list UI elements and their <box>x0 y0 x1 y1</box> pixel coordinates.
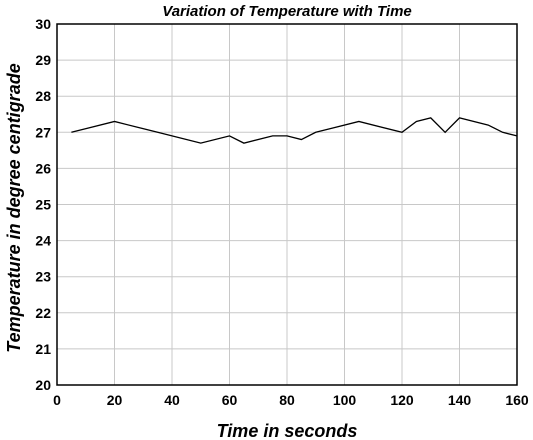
x-tick-label: 20 <box>107 392 123 408</box>
temperature-series-line <box>71 117 518 144</box>
x-tick-label: 120 <box>390 392 414 408</box>
x-tick-label: 80 <box>279 392 295 408</box>
chart-title: Variation of Temperature with Time <box>162 3 412 20</box>
y-tick-label: 28 <box>35 88 51 104</box>
y-tick-labels: 20 21 22 23 24 25 26 27 28 29 30 <box>35 16 51 393</box>
y-tick-label: 20 <box>35 377 51 393</box>
y-axis-label: Temperature in degree centigrade <box>4 63 24 352</box>
x-tick-label: 140 <box>448 392 472 408</box>
series-group <box>71 117 518 144</box>
x-axis-label: Time in seconds <box>217 421 358 440</box>
x-tick-label: 60 <box>222 392 238 408</box>
x-tick-label: 40 <box>164 392 180 408</box>
y-tick-label: 25 <box>35 197 51 213</box>
y-tick-label: 29 <box>35 52 51 68</box>
x-tick-label: 100 <box>333 392 357 408</box>
y-tick-label: 30 <box>35 16 51 32</box>
y-tick-label: 22 <box>35 305 51 321</box>
x-tick-label: 0 <box>53 392 61 408</box>
x-tick-label: 160 <box>505 392 529 408</box>
y-tick-label: 21 <box>35 341 51 357</box>
y-tick-label: 27 <box>35 124 51 140</box>
y-tick-label: 26 <box>35 160 51 176</box>
y-tick-label: 23 <box>35 269 51 285</box>
plot-frame <box>56 23 518 386</box>
grid <box>56 23 518 386</box>
x-tick-labels: 0 20 40 60 80 100 120 140 160 <box>53 392 529 408</box>
y-tick-label: 24 <box>35 233 51 249</box>
